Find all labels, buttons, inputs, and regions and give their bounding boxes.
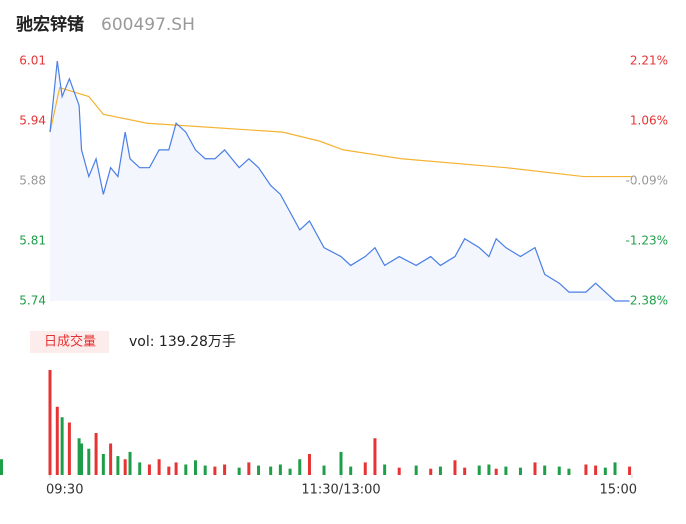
volume-bar [55,406,59,475]
volume-bar [307,454,311,475]
volume-bar [174,462,178,475]
y2-tick-label: -0.09% [626,174,668,188]
x-tick-label: 09:30 [46,483,83,498]
volume-bar [504,466,508,475]
volume-bar [487,464,491,475]
volume-bar [257,465,261,475]
volume-bar [414,465,418,475]
volume-badge [30,331,109,353]
volume-bar [373,438,377,475]
volume-bar [247,462,251,475]
volume-bar [397,467,401,475]
volume-bar [477,465,481,475]
volume-bar [613,462,617,475]
volume-bar [194,460,197,475]
stock-name: 驰宏锌锗 [16,14,84,35]
volume-bar [494,468,498,475]
volume-bar [237,467,241,475]
volume-bar [518,467,522,475]
volume-bar [603,467,607,475]
volume-bar [278,464,282,475]
volume-bar [339,451,343,475]
volume-bar [109,443,113,475]
price-area [50,61,630,301]
volume-bar [628,466,632,475]
y-tick-label: 6.01 [19,54,46,68]
x-tick-label: 15:00 [600,483,637,498]
volume-label: 日成交量 [44,334,96,350]
volume-bar [101,454,105,475]
volume-bar [116,456,120,475]
volume-bar [167,466,171,475]
y2-tick-label: -1.23% [626,234,668,248]
volume-bar [438,466,442,475]
volume-bar [0,459,3,475]
volume-bar [87,448,91,475]
volume-bar [463,467,467,475]
volume-bar [557,466,561,475]
volume-bar [383,464,387,475]
volume-bar [349,466,353,475]
volume-text: vol: 139.28万手 [129,334,236,350]
price-line [49,86,632,178]
volume-bar [223,464,227,475]
volume-bar [213,466,217,475]
stock-code: 600497.SH [101,15,195,35]
volume-bar [77,438,81,475]
volume-bar [128,451,132,475]
volume-bar [203,465,207,475]
y-tick-label: 5.94 [19,114,46,128]
volume-bar [288,468,292,475]
volume-bar [138,462,142,475]
y-tick-label: 5.74 [19,294,46,308]
volume-bar [584,464,588,475]
volume-bar [147,464,151,475]
volume-bar [269,466,273,475]
x-tick-label: 11:30/13:00 [301,483,380,498]
volume-bar [80,443,84,475]
y-tick-label: 5.88 [19,174,46,188]
volume-bar [429,468,433,475]
y2-tick-label: -2.38% [626,294,668,308]
volume-bar [157,459,161,475]
volume-bar [533,462,537,475]
price-line [49,60,630,302]
y2-tick-label: 2.21% [630,54,668,68]
y2-tick-label: 1.06% [630,114,668,128]
volume-bar [298,459,302,475]
volume-bar [67,422,71,475]
volume-bar [594,465,598,475]
volume-bar [123,459,127,475]
volume-bar [48,370,52,475]
volume-bar [363,462,367,475]
volume-bar [184,464,188,475]
volume-bar [94,433,98,475]
volume-bar [453,460,457,475]
volume-bar [322,465,326,475]
volume-bar [60,417,64,475]
volume-bar [567,468,571,475]
y-tick-label: 5.81 [19,234,46,248]
volume-bar [543,465,547,475]
